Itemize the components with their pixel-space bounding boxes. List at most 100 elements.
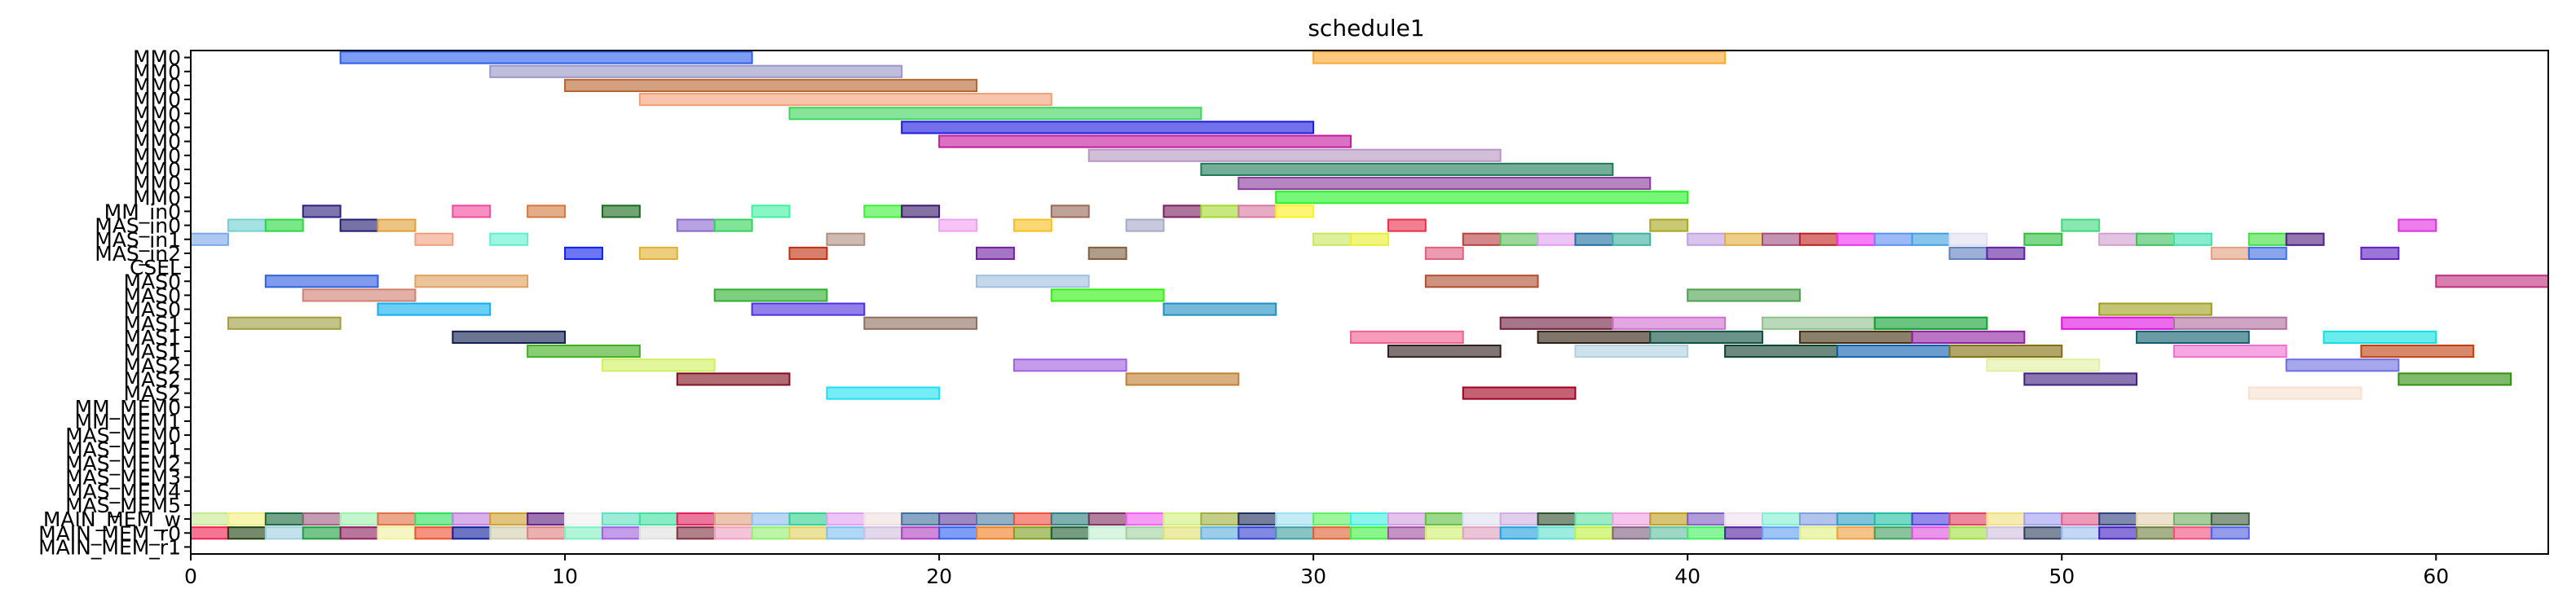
memory-cell xyxy=(2136,526,2175,540)
schedule-bar xyxy=(1612,232,1652,246)
schedule-bar xyxy=(601,204,641,218)
memory-cell xyxy=(527,512,567,526)
y-tick-label: MAS2 xyxy=(124,367,181,391)
schedule-bar xyxy=(2172,232,2212,246)
memory-cell xyxy=(452,526,492,540)
schedule-bar xyxy=(1762,232,1801,246)
memory-cell xyxy=(377,526,417,540)
schedule-bar xyxy=(2285,232,2325,246)
schedule-bar xyxy=(1012,358,1127,372)
schedule-bar xyxy=(1350,232,1389,246)
schedule-bar xyxy=(1986,246,2026,261)
memory-cell xyxy=(1986,526,2026,540)
schedule-bar xyxy=(638,246,678,261)
schedule-bar xyxy=(1162,204,1202,218)
schedule-bar xyxy=(1424,246,1464,261)
memory-cell xyxy=(1350,526,1389,540)
memory-cell xyxy=(1574,526,1614,540)
schedule-bar xyxy=(2136,232,2175,246)
schedule-bar xyxy=(1312,232,1352,246)
schedule-bar xyxy=(1387,218,1427,232)
schedule-bar xyxy=(2397,372,2512,386)
memory-cell xyxy=(1125,526,1165,540)
schedule-bar xyxy=(1537,330,1652,345)
x-tick-label: 50 xyxy=(2049,565,2075,588)
schedule-bar xyxy=(2136,330,2250,345)
x-tick-label: 20 xyxy=(926,565,952,588)
bars-layer xyxy=(190,51,2549,400)
memory-cell xyxy=(489,526,529,540)
schedule-bar xyxy=(676,372,791,386)
schedule-bar xyxy=(976,246,1015,261)
memory-cell xyxy=(227,526,267,540)
schedule-bar xyxy=(1574,345,1689,358)
schedule-bar xyxy=(863,316,978,330)
memory-cell xyxy=(1537,512,1577,526)
memory-cell xyxy=(1087,512,1127,526)
schedule-bar xyxy=(751,204,791,218)
schedule-bar xyxy=(2061,218,2101,232)
plot-frame xyxy=(190,50,2549,555)
memory-cell xyxy=(302,512,342,526)
schedule-bar xyxy=(264,275,379,288)
schedule-bar xyxy=(302,288,417,302)
memory-cell xyxy=(1948,526,1988,540)
memory-cell xyxy=(2098,526,2138,540)
memory-cell xyxy=(227,512,267,526)
schedule-bar xyxy=(1499,316,1614,330)
x-tick-label: 60 xyxy=(2423,565,2449,588)
schedule-bar xyxy=(302,204,342,218)
y-tick-label: MAS_MEM5 xyxy=(65,494,181,517)
memory-cell xyxy=(452,512,492,526)
schedule-bar xyxy=(414,275,529,288)
memory-cell xyxy=(601,526,641,540)
schedule-bar xyxy=(1612,316,1727,330)
memory-cell xyxy=(1649,526,1689,540)
memory-cell xyxy=(1200,526,1240,540)
schedule-bar xyxy=(1200,204,1240,218)
memory-cell xyxy=(751,526,791,540)
schedule-bar xyxy=(1387,345,1502,358)
schedule-bar xyxy=(1087,246,1127,261)
y-tick-label: MM0 xyxy=(133,130,181,154)
y-tick-label: MM0 xyxy=(133,158,181,182)
memory-cell xyxy=(1387,512,1427,526)
memory-cell xyxy=(938,512,977,526)
schedule-bar xyxy=(1424,275,1539,288)
memory-cell xyxy=(938,526,977,540)
y-tick-label: MM0 xyxy=(133,186,181,209)
memory-cell xyxy=(377,512,417,526)
memory-cell xyxy=(1424,526,1464,540)
schedule-bar xyxy=(1125,372,1240,386)
y-tick-label: MAS0 xyxy=(124,298,181,322)
memory-cell xyxy=(1200,512,1240,526)
schedule-bar xyxy=(788,107,1202,121)
schedule-bar xyxy=(2247,232,2287,246)
schedule-bar xyxy=(1911,330,2026,345)
memory-cell xyxy=(2023,526,2063,540)
y-tick-label: MM0 xyxy=(133,88,181,112)
memory-cell xyxy=(1537,526,1577,540)
schedule-bar xyxy=(1050,204,1090,218)
schedule-bar xyxy=(1012,218,1052,232)
memory-cell xyxy=(863,512,903,526)
memory-cell xyxy=(601,512,641,526)
y-tick-label: MAIN_MEM_w xyxy=(43,508,181,531)
schedule-bar xyxy=(863,204,903,218)
schedule-bar xyxy=(2397,218,2437,232)
schedule-bar xyxy=(1237,177,1652,191)
schedule-bar xyxy=(1350,330,1464,345)
schedule-bar xyxy=(2098,302,2212,316)
memory-cell xyxy=(1125,512,1165,526)
memory-cell xyxy=(1687,512,1727,526)
memory-cell xyxy=(1050,526,1090,540)
schedule-bar xyxy=(377,302,492,316)
schedule-bar xyxy=(452,330,567,345)
schedule-bar xyxy=(377,218,417,232)
schedule-bar xyxy=(227,316,342,330)
memory-cell xyxy=(564,526,603,540)
schedule-bar xyxy=(1275,191,1689,204)
memory-cell xyxy=(1462,526,1502,540)
memory-cell xyxy=(1836,526,1876,540)
